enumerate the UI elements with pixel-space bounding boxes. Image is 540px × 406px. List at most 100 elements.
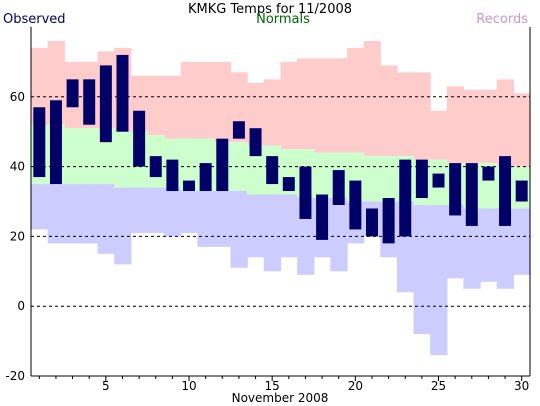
observed-bar [99, 65, 112, 143]
normal-bar [97, 128, 115, 185]
record-low-bar [496, 208, 514, 289]
normal-bar [80, 128, 99, 185]
observed-bar [133, 110, 146, 167]
record-low-bar [263, 194, 282, 272]
chart-title: KMKG Temps for 11/2008 [188, 2, 352, 17]
legend-normals: Normals [256, 12, 310, 27]
record-high-bar [197, 61, 215, 139]
observed-bar [266, 156, 279, 185]
normal-bar [313, 152, 331, 199]
observed-bar [66, 79, 79, 108]
x-tick-label: 15 [265, 379, 280, 393]
observed-bar [365, 208, 378, 237]
normal-bar [380, 156, 398, 202]
record-low-bar [147, 187, 165, 233]
x-tick-label: 30 [514, 379, 529, 393]
record-low-bar [513, 208, 531, 275]
normal-bar [114, 131, 132, 188]
record-high-bar [480, 89, 498, 164]
record-high-bar [147, 75, 165, 136]
record-high-bar [280, 61, 298, 150]
observed-bar [232, 121, 245, 139]
record-low-bar [430, 204, 448, 356]
observed-bar [49, 100, 62, 185]
record-high-bar [513, 93, 531, 167]
observed-bar [199, 163, 212, 192]
observed-bar [183, 180, 196, 192]
record-low-bar [130, 187, 149, 233]
record-high-bar [164, 75, 182, 139]
record-low-bar [114, 187, 132, 265]
observed-bar [83, 79, 96, 125]
x-tick-label: 20 [348, 379, 363, 393]
observed-bar [499, 156, 512, 226]
observed-bar [465, 163, 478, 226]
observed-bar [415, 159, 428, 199]
record-high-bar [330, 58, 348, 153]
record-low-bar [247, 194, 265, 258]
record-low-bar [64, 184, 82, 244]
y-tick-label: 40 [10, 160, 25, 174]
normal-bar [247, 145, 265, 195]
observed-bar [33, 107, 46, 178]
record-low-bar [197, 191, 215, 247]
x-tick-label: 10 [181, 379, 196, 393]
record-high-bar [180, 61, 198, 139]
observed-bar [349, 180, 362, 230]
legend-observed: Observed [3, 12, 66, 27]
y-tick-label: -20 [5, 369, 25, 383]
record-high-bar [347, 47, 365, 153]
observed-bar [449, 163, 462, 216]
record-low-bar [180, 191, 198, 233]
x-axis-label: November 2008 [232, 391, 329, 405]
y-tick-label: 20 [10, 229, 25, 243]
legend-records: Records [476, 12, 528, 27]
x-tick-label: 5 [102, 379, 110, 393]
record-high-bar [396, 72, 415, 157]
record-high-bar [380, 65, 398, 157]
record-low-bar [463, 208, 481, 289]
observed-bar [216, 138, 229, 192]
record-high-bar [463, 89, 481, 164]
observed-bars [33, 54, 528, 244]
record-high-bar [297, 58, 315, 150]
record-high-bar [263, 79, 282, 146]
record-high-bar [496, 79, 514, 167]
x-tick-label: 25 [431, 379, 446, 393]
normal-bar [363, 156, 381, 202]
record-low-bar [31, 184, 49, 230]
normal-bar [230, 142, 248, 192]
observed-bar [515, 180, 528, 202]
record-high-bar [430, 110, 448, 160]
record-low-bar [47, 184, 65, 244]
record-low-bar [97, 184, 115, 254]
observed-bar [149, 156, 162, 178]
plot-area: -20 0 20 40 60 5 10 15 20 25 30 [5, 27, 531, 393]
record-low-bar [280, 194, 298, 258]
observed-bar [432, 173, 445, 188]
record-high-bar [31, 47, 49, 125]
observed-bar [316, 194, 329, 240]
normal-bar [180, 138, 198, 192]
record-high-bar [413, 72, 431, 160]
observed-bar [299, 166, 312, 219]
observed-bar [166, 159, 179, 192]
axes: -20 0 20 40 60 5 10 15 20 25 30 [5, 27, 531, 393]
observed-bar [332, 170, 345, 205]
record-low-bar [413, 204, 431, 335]
record-low-bar [330, 198, 348, 272]
record-low-bar [480, 208, 498, 282]
y-tick-label: 60 [10, 90, 25, 104]
normal-bar [64, 128, 82, 185]
observed-bar [399, 159, 412, 237]
observed-bar [382, 198, 395, 244]
observed-bar [282, 177, 295, 192]
record-high-bar [446, 86, 465, 164]
record-low-bar [164, 187, 182, 237]
gridlines [31, 96, 530, 307]
record-high-bar [363, 40, 381, 157]
observed-bar [482, 166, 495, 181]
y-tick-label: 0 [17, 299, 25, 313]
record-high-bar [213, 61, 232, 143]
